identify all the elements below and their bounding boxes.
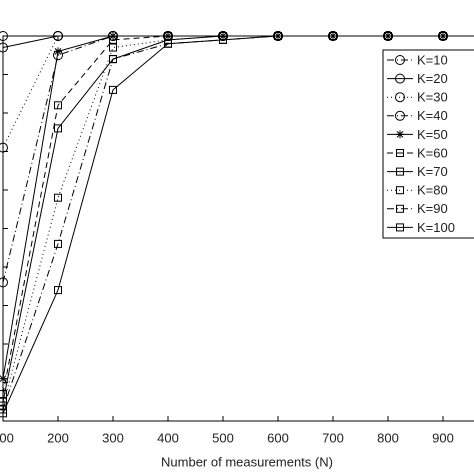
- legend-marker: [395, 73, 405, 84]
- series-line: [2, 35, 474, 414]
- data-point: [0, 409, 7, 418]
- data-point: [109, 85, 117, 94]
- data-point: [54, 193, 62, 202]
- series: [0, 31, 474, 53]
- legend-marker: [395, 92, 405, 103]
- x-tick-label: 800: [377, 430, 399, 445]
- series: [0, 32, 474, 418]
- x-tick-label: 300: [102, 430, 124, 445]
- legend-label: K=60: [417, 145, 448, 160]
- legend-label: K=50: [417, 127, 448, 142]
- legend-marker: [396, 186, 404, 195]
- data-point: [109, 55, 117, 64]
- data-point: [439, 32, 447, 40]
- legend-marker: [396, 149, 404, 157]
- legend-label: K=100: [417, 220, 455, 235]
- legend-marker: [396, 130, 404, 139]
- legend-label: K=80: [417, 183, 448, 198]
- data-point: [109, 43, 117, 52]
- data-point: [54, 101, 62, 110]
- legend-label: K=90: [417, 201, 448, 216]
- legend-marker: [396, 167, 404, 176]
- x-tick-label: 900: [432, 430, 454, 445]
- x-tick-label: 400: [157, 430, 179, 445]
- data-point: [274, 32, 282, 40]
- data-point: [54, 239, 62, 248]
- data-point: [54, 47, 62, 56]
- data-point: [109, 35, 117, 44]
- data-point: [219, 35, 227, 44]
- data-point: [0, 277, 8, 288]
- data-point: [164, 39, 172, 48]
- legend-label: K=30: [417, 90, 448, 105]
- x-tick-label: 100: [0, 430, 14, 445]
- data-point: [0, 42, 8, 53]
- legend-marker: [396, 204, 404, 213]
- data-point: [0, 374, 7, 383]
- x-axis-label: Number of measurements (N): [161, 454, 333, 469]
- x-tick-label: 500: [212, 430, 234, 445]
- legend-box: [382, 49, 474, 239]
- data-point: [384, 32, 392, 40]
- data-point: [53, 31, 63, 41]
- legend-marker: [396, 223, 404, 232]
- x-tick-label: 200: [47, 430, 69, 445]
- legend-label: K=20: [417, 71, 448, 86]
- data-point: [0, 31, 8, 41]
- x-tick-label: 700: [322, 430, 344, 445]
- legend-label: K=70: [417, 164, 448, 179]
- data-point: [54, 286, 62, 295]
- data-point: [0, 142, 8, 153]
- legend-marker: [395, 110, 405, 121]
- legend-label: K=10: [417, 52, 448, 67]
- series-line: [2, 35, 474, 49]
- legend-marker: [395, 55, 405, 65]
- legend: K=10 K=20 K=30 K=40 K=50 K=60 K=70 K=80 K=90 K=10…: [382, 49, 474, 239]
- legend-label: K=40: [417, 108, 448, 123]
- data-point: [329, 32, 337, 40]
- x-tick-label: 600: [267, 430, 289, 445]
- data-point: [54, 124, 62, 133]
